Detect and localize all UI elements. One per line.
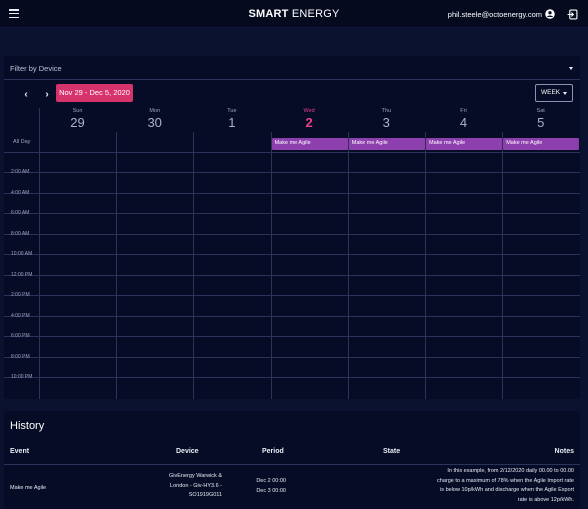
column-header-state: State: [383, 448, 401, 455]
day-number: 2: [305, 115, 313, 130]
filter-placeholder: Filter by Device: [10, 64, 62, 73]
time-label: 10:00 AM: [11, 251, 33, 257]
grid-row-divider: [4, 316, 580, 317]
time-label: 6:00 AM: [11, 210, 30, 216]
calendar-event[interactable]: Make me Agile: [348, 138, 425, 150]
grid-row-divider: [4, 377, 580, 378]
row-notes-line: In this example, from 2/12/2020 daily 00…: [447, 468, 574, 474]
calendar-event[interactable]: Make me Agile: [503, 138, 580, 150]
logout-icon[interactable]: [567, 9, 578, 20]
grid-column-divider: [39, 108, 40, 399]
top-app-bar: SMART ENERGY phil.steele@octoenergy.com: [0, 0, 588, 28]
history-header-divider: [4, 464, 580, 465]
row-event: Make me Agile: [10, 485, 47, 491]
grid-row-divider: [4, 254, 580, 255]
grid-row-divider: [4, 336, 580, 337]
row-device-line: SO1919G011: [188, 492, 222, 498]
time-label: 8:00 PM: [11, 354, 30, 360]
grid-row-divider: [4, 172, 580, 173]
grid-column-divider: [347, 132, 349, 399]
grid-column-divider: [502, 132, 504, 399]
day-number: 4: [459, 115, 468, 130]
row-notes-line: charge to a maximum of 78% when the Agil…: [437, 477, 574, 484]
row-device: GivEnergy Warwick & London - Giv-HY3.6 -…: [132, 472, 222, 501]
grid-row-divider: [4, 275, 580, 276]
grid-column-divider: [116, 132, 118, 399]
time-label: 10:00 PM: [11, 374, 33, 380]
day-header-mon[interactable]: Mon 30: [116, 108, 193, 132]
day-name: Wed: [303, 108, 315, 114]
day-header-sat[interactable]: Sat 5: [502, 108, 579, 132]
day-number: 3: [382, 115, 390, 130]
day-name: Sat: [536, 108, 545, 114]
all-day-label: All Day: [13, 139, 31, 145]
dropdown-caret-icon: [569, 67, 573, 70]
grid-column-divider: [193, 132, 195, 399]
day-number: 30: [147, 115, 162, 130]
day-name: Sun: [72, 108, 83, 114]
day-header-sun[interactable]: Sun 29: [39, 108, 116, 132]
row-period: Dec 2 00:00 Dec 3 00:00: [234, 477, 286, 496]
previous-week-button[interactable]: ‹: [24, 89, 28, 100]
row-notes-line: rate is above 12p/kWh.: [517, 496, 574, 503]
device-filter-select[interactable]: Filter by Device: [4, 56, 580, 80]
user-email: phil.steele@octoenergy.com: [447, 10, 542, 19]
calendar-event[interactable]: Make me Agile: [426, 138, 502, 150]
time-label: 12:00 PM: [11, 272, 33, 278]
day-number: 5: [537, 115, 545, 130]
column-header-event: Event: [10, 448, 30, 455]
grid-row-divider: [4, 234, 580, 235]
grid-row-divider: [4, 152, 580, 153]
day-name: Thu: [381, 108, 392, 114]
user-circle-icon[interactable]: [545, 9, 555, 19]
chevron-down-icon: [563, 92, 567, 95]
time-label: 4:00 AM: [11, 190, 30, 196]
row-notes: In this example, from 2/12/2020 daily 00…: [414, 467, 574, 505]
time-label: 6:00 PM: [11, 333, 30, 339]
grid-row-divider: [4, 193, 580, 194]
day-name: Mon: [149, 108, 161, 114]
calendar-card: Filter by Device ‹ › Nov 29 - Dec 5, 202…: [4, 56, 580, 399]
time-label: 4:00 PM: [11, 313, 30, 319]
calendar-event[interactable]: Make me Agile: [271, 138, 348, 150]
grid-column-divider: [425, 132, 426, 399]
app-title: SMART ENERGY: [0, 8, 588, 20]
day-header-tue[interactable]: Tue 1: [193, 108, 270, 132]
view-mode-label: WEEK: [541, 89, 561, 96]
day-name: Tue: [227, 108, 237, 114]
brand-rest: ENERGY: [291, 8, 340, 20]
day-number: 1: [228, 115, 236, 130]
row-device-line: London - Giv-HY3.6 -: [170, 482, 222, 489]
menu-icon[interactable]: [9, 9, 19, 19]
grid-row-divider: [4, 213, 580, 214]
view-mode-select[interactable]: WEEK: [535, 84, 573, 102]
day-header-thu[interactable]: Thu 3: [348, 108, 425, 132]
brand-bold: SMART: [248, 8, 289, 20]
day-header-fri[interactable]: Fri 4: [425, 108, 502, 132]
day-header-wed[interactable]: Wed 2: [271, 108, 348, 132]
next-week-button[interactable]: ›: [45, 89, 49, 100]
day-name: Fri: [460, 108, 467, 114]
date-range-button[interactable]: Nov 29 - Dec 5, 2020: [56, 84, 133, 102]
time-label: 8:00 AM: [11, 231, 30, 237]
row-notes-line: is below 10p/kWh and discharge when the …: [440, 487, 574, 493]
history-card: History Event Device Period State Notes …: [4, 411, 580, 509]
grid-column-divider: [270, 132, 272, 399]
time-label: 2:00 AM: [11, 169, 30, 175]
grid-row-divider: [4, 357, 580, 358]
row-period-end: Dec 3 00:00: [256, 487, 286, 494]
column-header-device: Device: [176, 448, 199, 455]
grid-row-divider: [4, 295, 580, 296]
day-number: 29: [70, 115, 85, 130]
column-header-period: Period: [262, 448, 284, 455]
column-header-notes: Notes: [554, 448, 574, 455]
time-label: 2:00 PM: [11, 292, 30, 298]
row-period-start: Dec 2 00:00: [256, 478, 286, 484]
row-device-line: GivEnergy Warwick &: [169, 473, 222, 479]
history-title: History: [10, 420, 45, 432]
